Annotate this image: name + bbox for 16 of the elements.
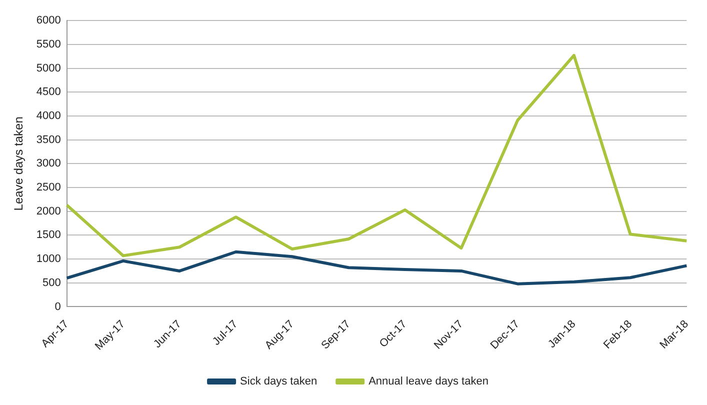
legend-label: Annual leave days taken [368, 376, 488, 388]
y-tick-label: 0 [54, 300, 61, 313]
y-tick-label: 3000 [36, 158, 61, 170]
legend-label: Sick days taken [240, 376, 318, 388]
y-tick-label: 4000 [36, 110, 61, 122]
y-tick-label: 500 [42, 276, 61, 289]
y-tick-label: 5000 [36, 62, 61, 74]
y-tick-label: 2000 [36, 205, 61, 218]
y-tick-label: 1000 [36, 253, 61, 266]
y-tick-label: 4500 [36, 86, 61, 98]
y-tick-label: 6000 [36, 14, 61, 27]
y-tick-label: 2500 [36, 182, 61, 194]
y-axis-title: Leave days taken [12, 116, 26, 211]
y-tick-label: 5500 [36, 38, 61, 50]
y-tick-label: 1500 [36, 229, 61, 242]
y-tick-label: 3500 [36, 134, 61, 146]
